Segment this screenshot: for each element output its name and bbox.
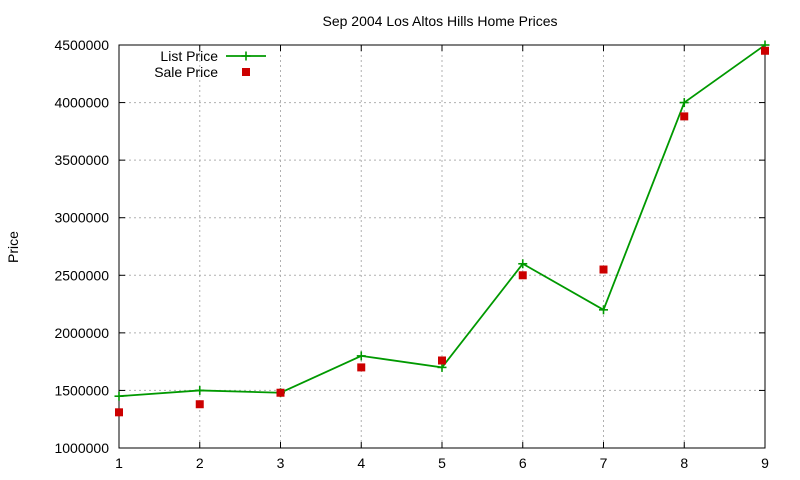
legend-entry-list-price: List Price	[160, 48, 266, 64]
sale-price-point	[195, 400, 204, 409]
sale-price-point	[276, 388, 285, 397]
list-price-point	[679, 98, 689, 108]
x-tick-label: 1	[115, 455, 123, 471]
y-tick-label: 1500000	[54, 382, 109, 398]
chart-title: Sep 2004 Los Altos Hills Home Prices	[323, 13, 558, 29]
sale-price-point	[680, 112, 689, 121]
legend-entry-sale-price: Sale Price	[154, 64, 250, 80]
y-tick-label: 3500000	[54, 152, 109, 168]
x-tick-label: 4	[357, 455, 365, 471]
y-tick-label: 1000000	[54, 440, 109, 456]
y-tick-label: 3000000	[54, 210, 109, 226]
legend-plus-marker	[241, 51, 251, 61]
series-sale-price	[115, 46, 769, 417]
list-price-point	[195, 385, 205, 395]
y-axis-label: Price	[5, 231, 21, 263]
sale-price-point	[518, 271, 527, 280]
grid-layer	[119, 45, 765, 448]
x-tick-label: 7	[600, 455, 608, 471]
sale-price-point	[438, 356, 446, 365]
x-tick-label: 6	[519, 455, 527, 471]
sale-price-point	[357, 363, 366, 372]
y-tick-label: 4500000	[54, 37, 109, 53]
x-tick-label: 3	[277, 455, 285, 471]
legend-label: Sale Price	[154, 64, 218, 80]
legend-square-marker	[242, 68, 250, 76]
x-tick-label: 5	[438, 455, 446, 471]
series-layer	[114, 40, 770, 417]
series-list-price	[114, 40, 770, 401]
y-tick-label: 2500000	[54, 267, 109, 283]
legend-label: List Price	[160, 48, 218, 64]
list-price-point	[356, 351, 366, 361]
x-tick-label: 2	[196, 455, 204, 471]
sale-price-point	[599, 265, 608, 274]
list-price-point	[599, 305, 608, 315]
list-price-point	[114, 391, 124, 401]
y-tick-label: 2000000	[54, 325, 109, 341]
list-price-point	[518, 259, 528, 269]
sale-price-point	[115, 408, 123, 417]
x-tick-label: 9	[761, 455, 769, 471]
sale-price-point	[761, 46, 769, 55]
y-tick-label: 4000000	[54, 95, 109, 111]
x-tick-label: 8	[680, 455, 688, 471]
tick-layer: 1000000 1500000 2000000 2500000 3000000 35000…	[54, 37, 769, 471]
